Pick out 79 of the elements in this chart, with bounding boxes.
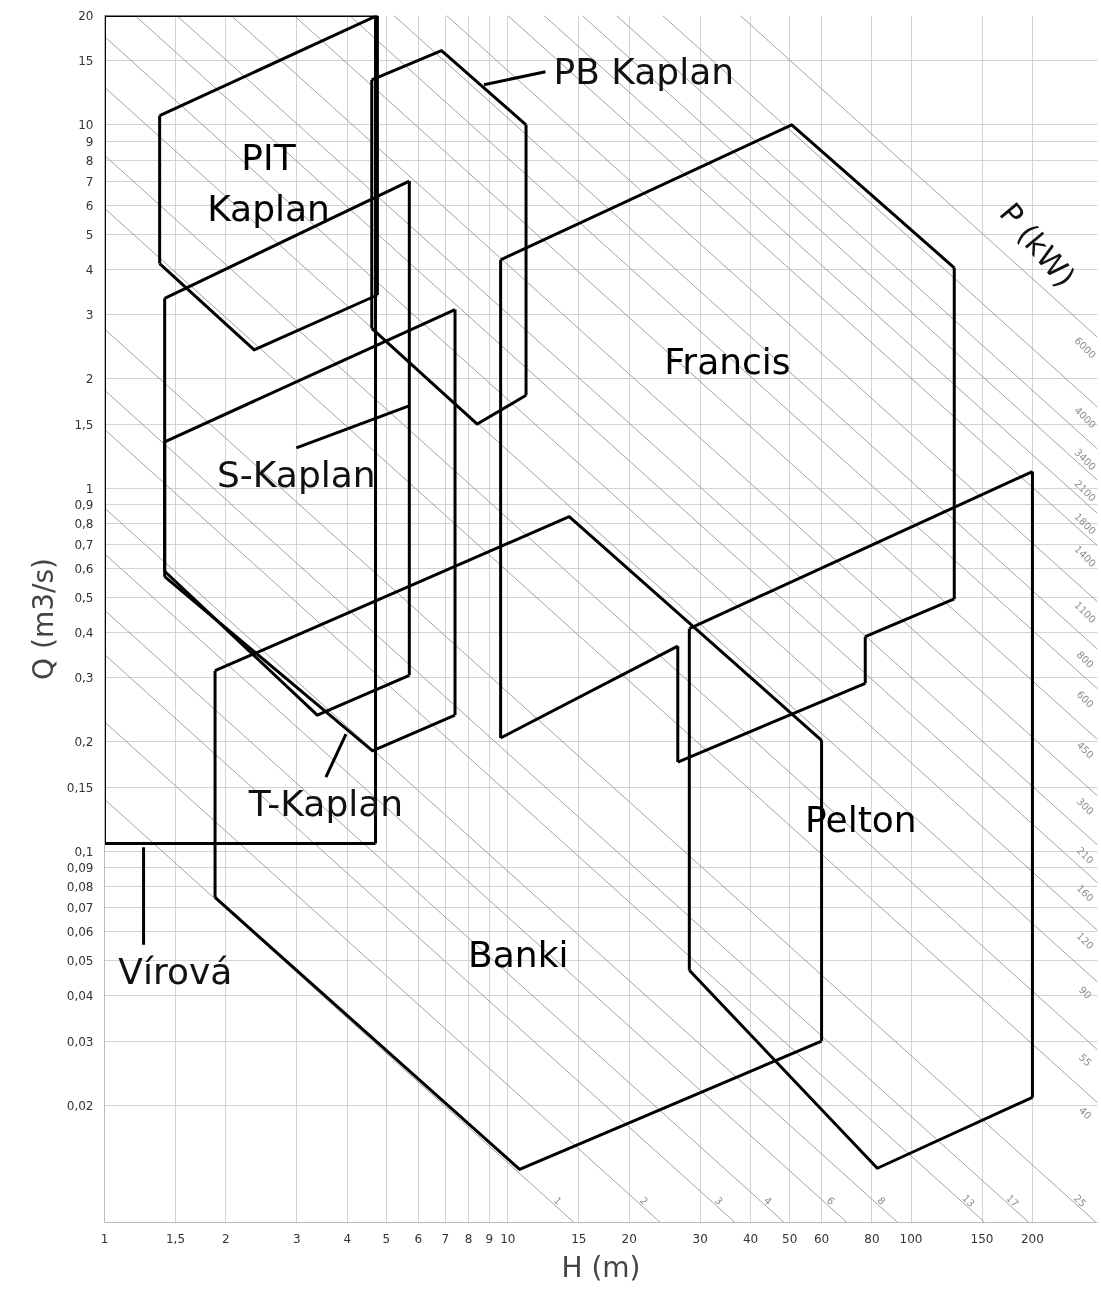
y-tick-label: 10 bbox=[78, 118, 94, 133]
x-tick-label: 2 bbox=[222, 1231, 230, 1246]
y-tick-label: 0,2 bbox=[74, 735, 94, 750]
y-tick-label: 3 bbox=[85, 308, 94, 323]
text: 90 bbox=[1076, 984, 1094, 1001]
y-tick-label: 0,1 bbox=[74, 844, 94, 859]
y-tick-label: 0,15 bbox=[66, 780, 94, 795]
x-tick-label: 8 bbox=[464, 1231, 473, 1246]
y-tick-label: 0,04 bbox=[66, 989, 94, 1004]
text: 800 bbox=[1074, 648, 1096, 671]
x-tick-label: 3 bbox=[293, 1231, 301, 1246]
text: 600 bbox=[1074, 688, 1096, 710]
text: 17 bbox=[1004, 1192, 1021, 1210]
y-tick-label: 1 bbox=[85, 481, 94, 496]
x-tick-label: 20 bbox=[621, 1231, 637, 1246]
y-tick-label: 8 bbox=[85, 153, 94, 168]
x-tick-label: 150 bbox=[970, 1231, 994, 1246]
series-label: PIT Kaplan bbox=[207, 136, 330, 229]
x-tick-label: 6 bbox=[414, 1231, 423, 1246]
y-tick-label: 0,3 bbox=[74, 671, 94, 686]
y-axis-title: Q (m3/s) bbox=[26, 558, 60, 680]
y-tick-label: 9 bbox=[85, 134, 94, 149]
y-tick-label: 0,05 bbox=[66, 954, 94, 969]
y-tick-label: 0,7 bbox=[74, 537, 94, 552]
text: 450 bbox=[1074, 739, 1096, 761]
y-tick-label: 15 bbox=[78, 54, 94, 69]
text: 40 bbox=[1076, 1104, 1094, 1122]
y-tick-label: 0,07 bbox=[66, 900, 94, 915]
y-tick-label: 0,9 bbox=[74, 498, 94, 513]
y-tick-label: 0,03 bbox=[66, 1034, 94, 1049]
x-tick-label: 9 bbox=[485, 1231, 494, 1246]
x-tick-label: 15 bbox=[571, 1231, 587, 1246]
x-tick-label: 100 bbox=[899, 1231, 923, 1246]
annotation: PB Kaplan bbox=[553, 51, 735, 93]
text: 6 bbox=[824, 1194, 837, 1207]
x-tick-label: 60 bbox=[813, 1231, 830, 1246]
y-tick-label: 4 bbox=[85, 262, 94, 277]
text: Banki bbox=[468, 934, 569, 976]
annotation: Vírová bbox=[118, 950, 233, 992]
text: 120 bbox=[1074, 930, 1096, 952]
y-tick-label: 0,5 bbox=[74, 590, 94, 605]
x-tick-label: 5 bbox=[382, 1231, 391, 1246]
text: 1 bbox=[551, 1194, 564, 1207]
y-tick-label: 1,5 bbox=[74, 417, 94, 432]
x-tick-label: 200 bbox=[1020, 1231, 1044, 1246]
y-tick-label: 5 bbox=[85, 227, 94, 242]
text: 25 bbox=[1071, 1192, 1089, 1210]
text: 3 bbox=[712, 1194, 725, 1207]
x-axis-title: H (m) bbox=[561, 1250, 641, 1284]
y-tick-label: 20 bbox=[78, 9, 94, 23]
x-tick-label: 1 bbox=[100, 1231, 109, 1246]
x-tick-label: 30 bbox=[692, 1231, 708, 1246]
text: 300 bbox=[1074, 795, 1096, 817]
y-tick-label: 0,08 bbox=[66, 879, 94, 894]
y-tick-label: 0,4 bbox=[74, 626, 94, 641]
y-tick-label: 0,02 bbox=[66, 1098, 94, 1113]
x-tick-label: 50 bbox=[782, 1231, 798, 1246]
text: 160 bbox=[1074, 882, 1096, 904]
x-tick-label: 1,5 bbox=[165, 1231, 186, 1246]
x-tick-label: 7 bbox=[441, 1231, 450, 1246]
y-tick-label: 2 bbox=[85, 372, 94, 387]
text: 210 bbox=[1074, 844, 1096, 867]
x-tick-label: 80 bbox=[864, 1231, 880, 1246]
y-tick-label: 6 bbox=[85, 198, 94, 213]
text: 13 bbox=[960, 1192, 977, 1210]
y-tick-label: 0,09 bbox=[66, 861, 94, 876]
text: 8 bbox=[875, 1194, 888, 1207]
text: 55 bbox=[1076, 1051, 1094, 1069]
y-tick-label: 0,8 bbox=[74, 516, 94, 531]
y-tick-label: 7 bbox=[85, 174, 94, 189]
x-tick-label: 40 bbox=[742, 1231, 759, 1246]
y-tick-label: 0,6 bbox=[74, 562, 94, 577]
x-tick-label: 4 bbox=[343, 1231, 352, 1246]
y-tick-label: 0,06 bbox=[66, 925, 94, 940]
text: Francis bbox=[664, 341, 791, 383]
text: 2 bbox=[637, 1194, 651, 1207]
annotation: S-Kaplan bbox=[217, 453, 376, 495]
x-tick-label: 10 bbox=[500, 1231, 516, 1246]
text: 4 bbox=[761, 1194, 775, 1207]
